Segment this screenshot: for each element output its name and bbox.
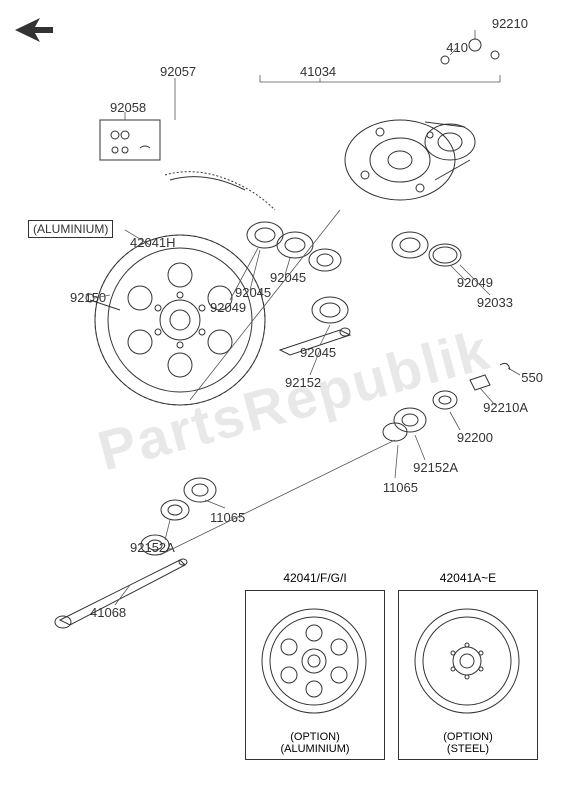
- option-label-steel: (OPTION) (STEEL): [443, 731, 493, 755]
- label-42041AE: 42041A~E: [440, 571, 496, 585]
- sprocket-steel-icon: [407, 599, 527, 729]
- option-box-steel: 42041A~E (OPTION) (STEEL): [398, 590, 538, 760]
- option-box-aluminium: 42041/F/G/I (OPTION) (ALUMINIUM): [245, 590, 385, 760]
- option-label-aluminium: (OPTION) (ALUMINIUM): [280, 731, 349, 755]
- label-42041FGI: 42041/F/G/I: [283, 571, 346, 585]
- parts-diagram: 410 92210 92057 92058 41034 (ALUMINIUM) …: [0, 0, 588, 800]
- sprocket-aluminium-icon: [254, 599, 374, 729]
